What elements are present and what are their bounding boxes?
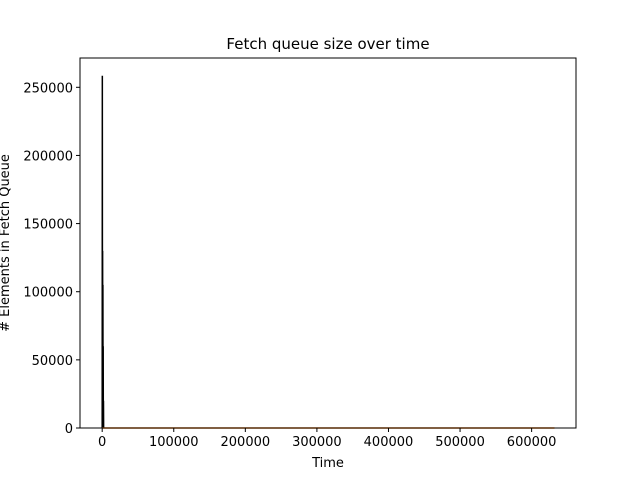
y-tick-label: 0 bbox=[65, 422, 73, 437]
x-tick-label: 500000 bbox=[435, 435, 485, 450]
y-tick-label: 250000 bbox=[23, 81, 73, 96]
plot-frame bbox=[79, 57, 577, 429]
x-tick-label: 400000 bbox=[364, 435, 414, 450]
y-tick-label: 100000 bbox=[23, 286, 73, 301]
x-tick-label: 0 bbox=[98, 435, 106, 450]
y-tick-label: 200000 bbox=[23, 149, 73, 164]
y-tick-label: 50000 bbox=[32, 354, 73, 369]
x-axis: 0 100000 200000 300000 400000 500000 600000 bbox=[98, 428, 556, 450]
plot-area bbox=[101, 75, 555, 429]
y-axis: 0 50000 100000 150000 200000 250000 bbox=[23, 81, 80, 437]
x-axis-label: Time bbox=[311, 456, 344, 471]
series-line-0 bbox=[101, 75, 105, 429]
chart-title: Fetch queue size over time bbox=[226, 35, 429, 53]
y-axis-label: # Elements in Fetch Queue bbox=[0, 154, 13, 332]
x-tick-label: 600000 bbox=[507, 435, 557, 450]
x-tick-label: 100000 bbox=[149, 435, 199, 450]
y-tick-label: 150000 bbox=[23, 218, 73, 233]
x-tick-label: 200000 bbox=[221, 435, 271, 450]
x-tick-label: 300000 bbox=[292, 435, 342, 450]
